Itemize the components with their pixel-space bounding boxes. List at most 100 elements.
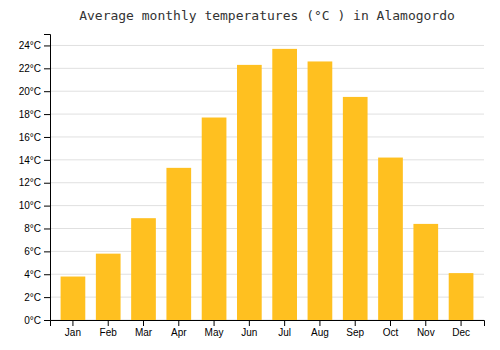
tick-label: 24°C bbox=[19, 40, 41, 51]
tick-mark bbox=[44, 228, 50, 229]
tick: 6°C bbox=[24, 246, 50, 257]
tick: 24°C bbox=[19, 40, 50, 51]
tick-label: May bbox=[205, 327, 224, 338]
tick-mark bbox=[461, 320, 462, 326]
tick-mark bbox=[390, 320, 391, 326]
tick-mark bbox=[44, 45, 50, 46]
tick-mark bbox=[214, 320, 215, 326]
grid-line bbox=[50, 205, 484, 206]
tick: 10°C bbox=[19, 200, 50, 211]
tick-label: 10°C bbox=[19, 200, 41, 211]
tick: 8°C bbox=[24, 223, 50, 234]
tick-label: Jan bbox=[65, 327, 81, 338]
tick-mark bbox=[44, 320, 50, 321]
tick: May bbox=[205, 320, 224, 338]
bar bbox=[96, 254, 121, 320]
tick: 14°C bbox=[19, 155, 50, 166]
tick-mark bbox=[44, 68, 50, 69]
x-axis: Jan Feb Mar Apr May Jun Jul Aug Sep Oct Nov Dec bbox=[51, 320, 485, 338]
y-axis: 0°C 2°C 4°C 6°C 8°C 10°C 12°C 14°C 16°C 18°C 20°C 2… bbox=[19, 35, 51, 326]
tick: 12°C bbox=[19, 177, 50, 188]
grid-line bbox=[50, 45, 484, 46]
tick-label: Jul bbox=[278, 327, 291, 338]
bar bbox=[131, 218, 156, 320]
tick: 0°C bbox=[24, 315, 50, 326]
tick-label: 4°C bbox=[24, 269, 41, 280]
tick-mark bbox=[44, 206, 50, 207]
bar bbox=[202, 118, 227, 320]
tick-label: 20°C bbox=[19, 86, 41, 97]
grid-line bbox=[50, 91, 484, 92]
tick-label: 12°C bbox=[19, 177, 41, 188]
tick-label: 16°C bbox=[19, 132, 41, 143]
tick: Jun bbox=[241, 320, 257, 338]
bar bbox=[343, 97, 368, 320]
bar bbox=[61, 277, 86, 320]
tick-mark bbox=[284, 320, 285, 326]
tick: Jul bbox=[278, 320, 291, 338]
tick-label: Aug bbox=[311, 327, 329, 338]
tick-label: Jun bbox=[241, 327, 257, 338]
tick: Dec bbox=[452, 320, 470, 338]
grid-line bbox=[50, 114, 484, 115]
tick-label: 18°C bbox=[19, 109, 41, 120]
chart: 0°C 2°C 4°C 6°C 8°C 10°C 12°C 14°C 16°C 18°C 20°C 2… bbox=[0, 0, 500, 350]
plot: 0°C 2°C 4°C 6°C 8°C 10°C 12°C 14°C 16°C 18°C 20°C 2… bbox=[19, 35, 485, 339]
axis-line bbox=[51, 321, 485, 327]
tick-mark bbox=[44, 160, 50, 161]
tick: Apr bbox=[171, 320, 187, 338]
tick: 2°C bbox=[24, 292, 50, 303]
tick-mark bbox=[72, 320, 73, 326]
tick: 16°C bbox=[19, 132, 50, 143]
tick: 22°C bbox=[19, 63, 50, 74]
bar bbox=[308, 61, 333, 320]
tick: Nov bbox=[417, 320, 435, 338]
tick-label: Apr bbox=[171, 327, 187, 338]
tick-label: Oct bbox=[383, 327, 399, 338]
tick-mark bbox=[44, 274, 50, 275]
tick-label: 2°C bbox=[24, 292, 41, 303]
title: Average monthly temperatures (°C ) in Al… bbox=[79, 8, 455, 23]
tick-mark bbox=[355, 320, 356, 326]
tick-mark bbox=[425, 320, 426, 326]
grid-line bbox=[50, 136, 484, 137]
bars bbox=[61, 49, 474, 320]
tick-mark bbox=[178, 320, 179, 326]
grid-line bbox=[50, 68, 484, 69]
tick-mark bbox=[108, 320, 109, 326]
tick-label: 22°C bbox=[19, 63, 41, 74]
bar bbox=[166, 168, 191, 320]
tick: Aug bbox=[311, 320, 329, 338]
bar bbox=[413, 224, 438, 320]
grid-line bbox=[50, 182, 484, 183]
tick-label: 0°C bbox=[24, 315, 41, 326]
tick-label: Dec bbox=[452, 327, 470, 338]
tick: 20°C bbox=[19, 86, 50, 97]
tick-mark bbox=[44, 91, 50, 92]
tick-label: Mar bbox=[135, 327, 153, 338]
tick-mark bbox=[44, 137, 50, 138]
tick-mark bbox=[44, 251, 50, 252]
tick-mark bbox=[44, 183, 50, 184]
tick: Sep bbox=[346, 320, 364, 338]
tick-label: 14°C bbox=[19, 155, 41, 166]
tick-mark bbox=[44, 114, 50, 115]
bar bbox=[449, 273, 474, 320]
tick: 18°C bbox=[19, 109, 50, 120]
tick: 4°C bbox=[24, 269, 50, 280]
tick-mark bbox=[319, 320, 320, 326]
axis-line bbox=[44, 35, 51, 321]
tick-label: Nov bbox=[417, 327, 435, 338]
bar bbox=[272, 49, 297, 320]
bar bbox=[378, 158, 403, 320]
tick: Feb bbox=[100, 320, 118, 338]
tick-label: 6°C bbox=[24, 246, 41, 257]
tick-label: Sep bbox=[346, 327, 364, 338]
bar bbox=[237, 65, 262, 320]
tick-label: 8°C bbox=[24, 223, 41, 234]
tick: Mar bbox=[135, 320, 153, 338]
grid bbox=[50, 45, 484, 320]
tick-label: Feb bbox=[100, 327, 118, 338]
tick-mark bbox=[249, 320, 250, 326]
tick-mark bbox=[44, 297, 50, 298]
